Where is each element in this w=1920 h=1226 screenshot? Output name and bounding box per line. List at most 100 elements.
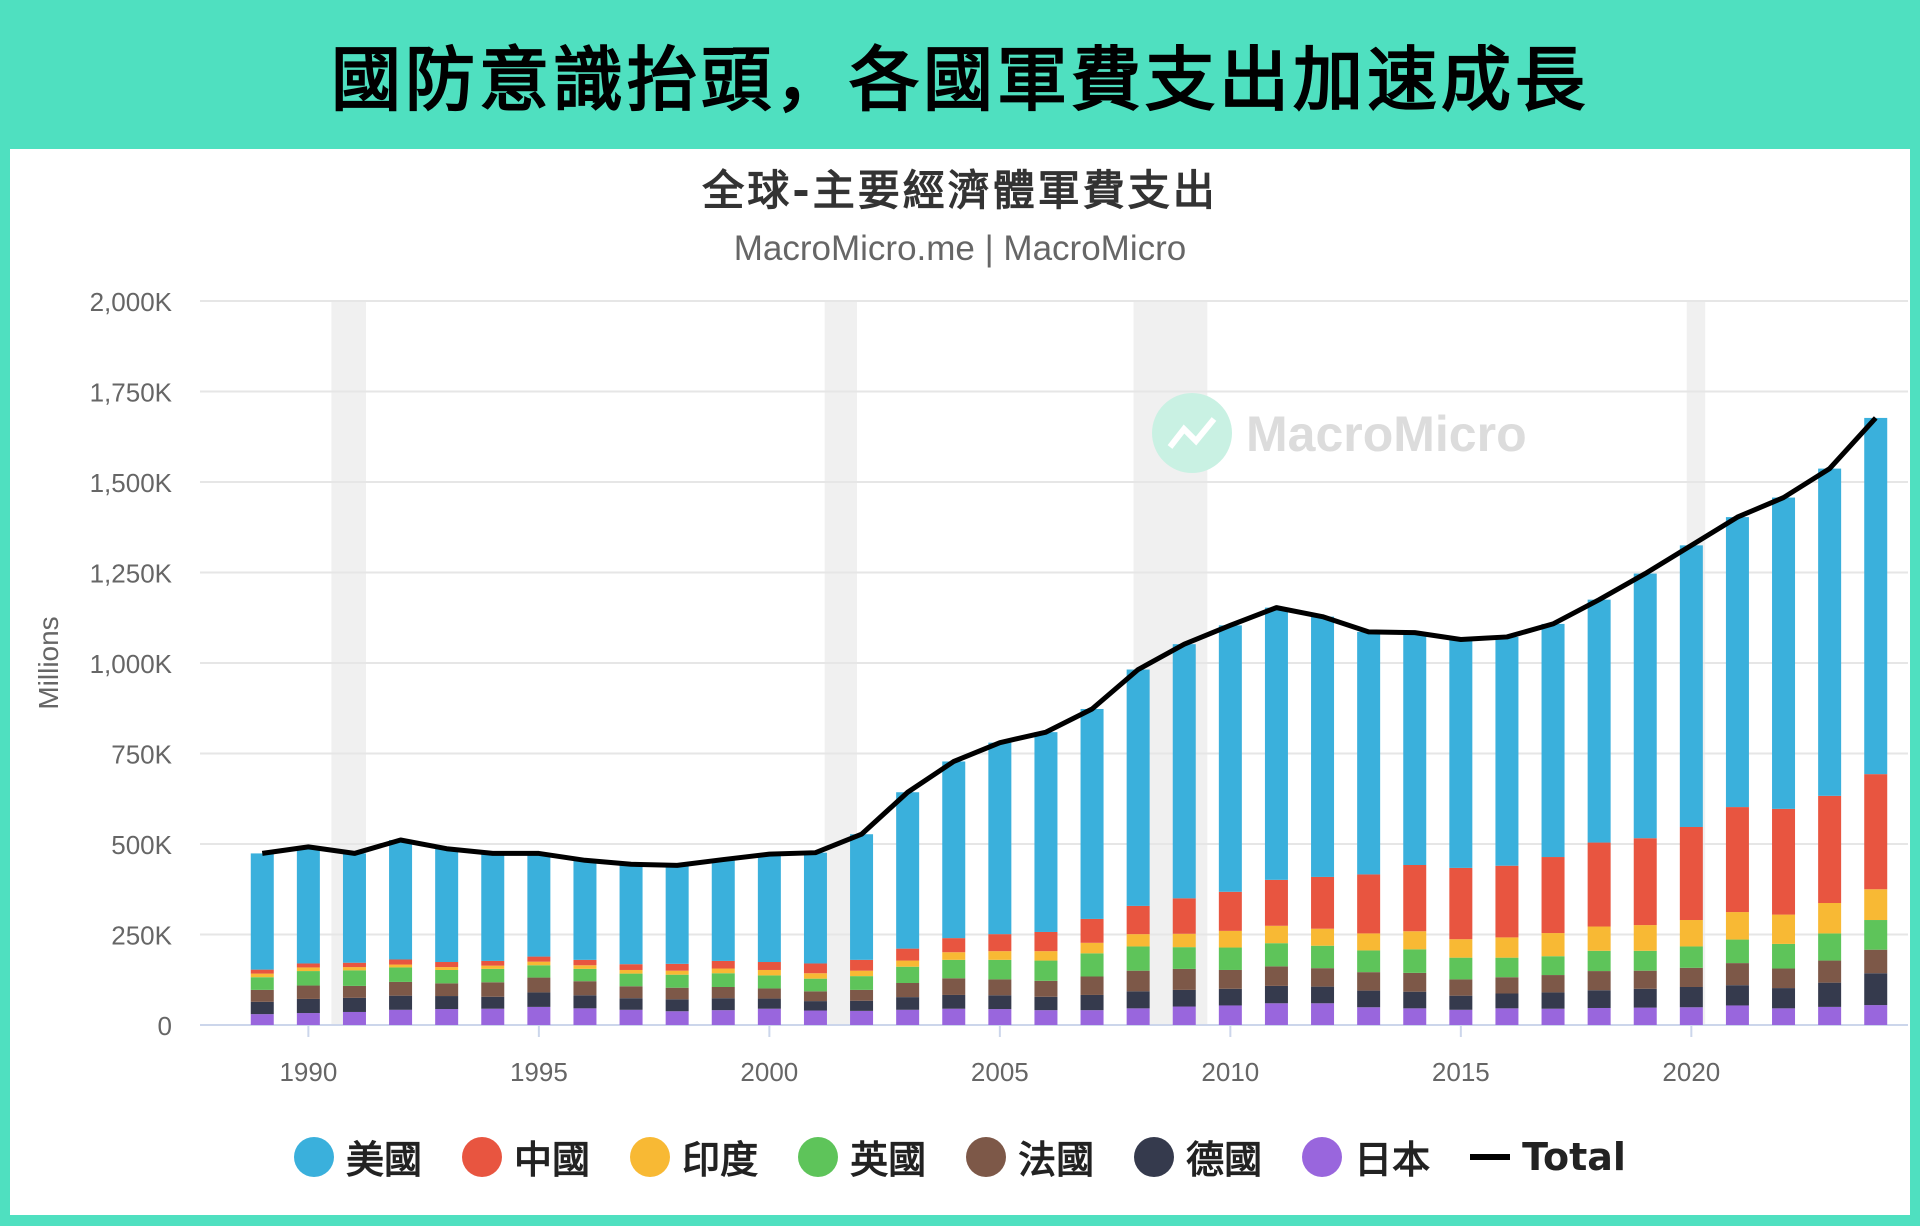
bar-segment [527, 992, 551, 1007]
bar-segment [435, 996, 459, 1010]
bar-segment [1311, 968, 1335, 987]
bar-segment [342, 970, 366, 986]
bar-segment [1080, 953, 1104, 977]
bar-segment [296, 971, 320, 986]
bar-segment [757, 962, 781, 970]
legend-item[interactable]: 英國 [798, 1129, 926, 1184]
watermark-text: MacroMicro [1246, 406, 1527, 462]
legend-item[interactable]: 德國 [1134, 1129, 1262, 1184]
bar-segment [250, 977, 274, 990]
bar-segment [389, 1009, 413, 1025]
bar-segment [1357, 933, 1381, 951]
legend-item[interactable]: 印度 [630, 1129, 758, 1184]
bar-segment [665, 999, 689, 1012]
bar-segment [1587, 971, 1611, 991]
legend-item[interactable]: 法國 [966, 1129, 1094, 1184]
bar-segment [942, 978, 966, 995]
bar-segment [250, 853, 274, 970]
bar-segment [1541, 992, 1565, 1009]
bar-segment [896, 948, 920, 961]
bar-segment [1587, 926, 1611, 951]
bar-segment [1587, 842, 1611, 927]
bar-segment [942, 952, 966, 960]
legend-line-icon [1470, 1153, 1511, 1160]
bar-segment [1725, 1005, 1749, 1025]
bar-segment [988, 951, 1012, 960]
bar-segment [1495, 865, 1519, 938]
bar-segment [803, 978, 827, 992]
chart-plot: 0 250K 500K 750K 1,000K 1,250K 1,500K 1,750K 2,0… [33, 287, 1908, 1087]
bar-segment [988, 959, 1012, 980]
bar-segment [1172, 968, 1196, 990]
bar-segment [1403, 931, 1427, 950]
bar-segment [1357, 631, 1381, 875]
bar-segment [1772, 943, 1796, 969]
bar-segment [342, 853, 366, 963]
bar-segment [573, 860, 597, 960]
bar-segment [1818, 960, 1842, 983]
bar-segment [619, 964, 643, 970]
bar-segment [1725, 985, 1749, 1006]
bar-segment [1034, 732, 1058, 932]
bar-segment [1403, 632, 1427, 865]
bar-segment [527, 956, 551, 962]
legend-dot-icon [630, 1136, 671, 1177]
bar-segment [850, 970, 874, 977]
bar-segment [1264, 879, 1288, 926]
legend-item[interactable]: 日本 [1302, 1129, 1430, 1184]
legend-dot-icon [462, 1136, 503, 1177]
legend-item[interactable]: Total [1470, 1135, 1626, 1179]
bar-segment [1772, 808, 1796, 915]
bar-segment [1172, 933, 1196, 948]
bar-segment [988, 979, 1012, 996]
bar-segment [250, 1014, 274, 1025]
bar-segment [1495, 957, 1519, 978]
bar-segment [1772, 914, 1796, 944]
legend-dot-icon [798, 1136, 839, 1177]
bar-segment [1218, 947, 1242, 970]
bar-segment [803, 852, 827, 964]
bar-segment [942, 994, 966, 1009]
x-tick-label: 2000 [740, 1057, 798, 1087]
bar-segment [573, 1008, 597, 1025]
bar-segment [1818, 795, 1842, 904]
bar-segment [665, 970, 689, 975]
legend-item[interactable]: 中國 [462, 1129, 590, 1184]
bar-segment [1541, 956, 1565, 976]
bar-segment [1725, 912, 1749, 940]
bar-segment [481, 960, 505, 966]
legend-item[interactable]: 美國 [294, 1129, 422, 1184]
bar-segment [250, 1001, 274, 1015]
legend-dot-icon [1302, 1136, 1343, 1177]
bar-segment [1126, 946, 1150, 971]
y-tick-label: 1,750K [90, 378, 173, 408]
y-tick-label: 750K [111, 740, 172, 770]
bar-segment [389, 995, 413, 1010]
bar-segment [942, 1008, 966, 1025]
bar-segment [1172, 989, 1196, 1007]
y-tick-label: 2,000K [90, 287, 173, 317]
bar-segment [665, 1011, 689, 1025]
x-tick-label: 2020 [1662, 1057, 1720, 1087]
total-line [261, 416, 1878, 868]
bar-segment [1495, 993, 1519, 1009]
bar-segment [1495, 937, 1519, 958]
legend-label: 德國 [1186, 1138, 1263, 1182]
bar-segment [389, 840, 413, 960]
bar-segment [757, 854, 781, 963]
bar-segment [1357, 950, 1381, 973]
bar-segment [296, 985, 320, 999]
bar-segment [1080, 976, 1104, 995]
bar-segment [1679, 1007, 1703, 1025]
bar-segment [1864, 417, 1888, 775]
bar-segment [342, 985, 366, 998]
x-tick-label: 1995 [510, 1057, 568, 1087]
bar-segment [1633, 573, 1657, 839]
bar-segment [1864, 920, 1888, 950]
bar-segment [389, 964, 413, 968]
bar-segment [1080, 942, 1104, 954]
bar-segment [527, 977, 551, 993]
bar-segment [296, 1013, 320, 1025]
bar-segment [619, 969, 643, 974]
bar-segment [1633, 838, 1657, 926]
